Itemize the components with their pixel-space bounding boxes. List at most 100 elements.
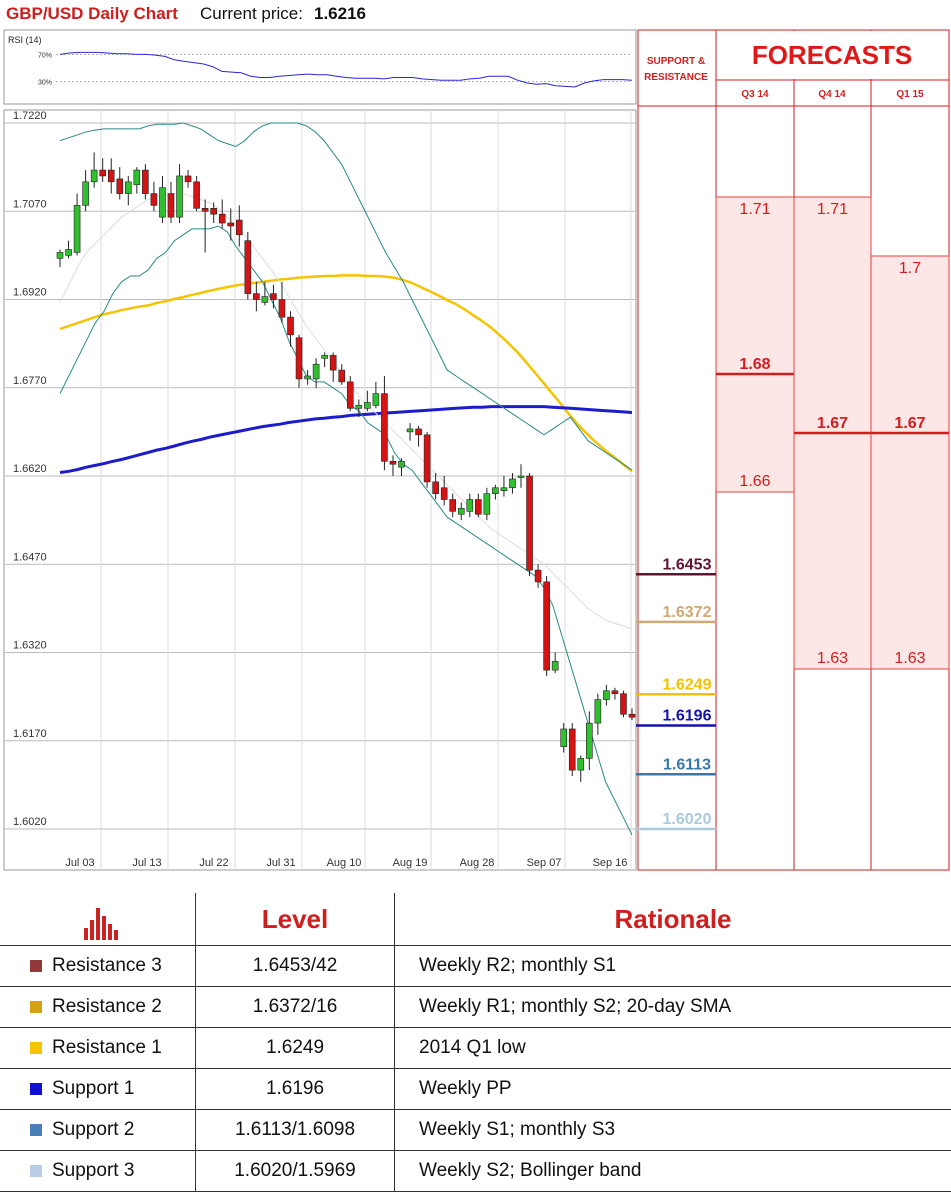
candle <box>611 687 619 700</box>
candle-body <box>449 499 457 512</box>
candle <box>620 690 627 718</box>
forecast-q4-14: 1.71 1.67 1.63 <box>793 196 872 670</box>
candle <box>406 423 414 441</box>
price-tick-label: 1.7070 <box>13 198 47 210</box>
price-tick-label: 1.6920 <box>13 287 47 299</box>
table-row: Resistance 2 1.6372/16 Weekly R1; monthly … <box>0 986 951 1028</box>
level-name: Resistance 2 <box>52 995 162 1017</box>
candle <box>543 576 550 677</box>
rsi-panel <box>3 29 637 105</box>
table-row: Resistance 1 1.6249 2014 Q1 low <box>0 1027 951 1069</box>
candle <box>603 684 610 706</box>
forecast-low-label: 1.63 <box>817 650 848 667</box>
candle <box>253 281 260 312</box>
sr-level-label: 1.6372 <box>663 604 712 621</box>
level-header: Level <box>195 893 395 946</box>
candle-body <box>543 581 550 671</box>
candle <box>150 181 158 212</box>
sr-header-line1: SUPPORT & <box>647 56 705 67</box>
candle-body <box>210 208 217 215</box>
table-row: Support 1 1.6196 Weekly PP <box>0 1068 951 1110</box>
candle <box>372 381 380 409</box>
levels-table-section: Level Rationale Resistance 3 1.6453/42 Wee… <box>0 870 951 1193</box>
candle-body <box>227 222 235 227</box>
candle <box>287 311 294 347</box>
candle-body <box>321 355 328 359</box>
date-tick-label: Jul 31 <box>266 857 295 869</box>
candle <box>218 199 226 229</box>
rsi-level-label: 30% <box>38 80 52 87</box>
candle-body <box>457 508 465 515</box>
candle <box>594 693 602 735</box>
candle <box>517 464 525 488</box>
price-tick-label: 1.6020 <box>13 816 47 828</box>
candle <box>295 334 303 388</box>
level-color-swatch <box>30 1041 42 1054</box>
current-price-label: Current price: <box>200 4 303 23</box>
level-value: 1.6249 <box>195 1027 395 1069</box>
candle-body <box>56 252 64 259</box>
candle-body <box>218 213 226 224</box>
candle-body <box>99 169 106 177</box>
candle-body <box>492 487 499 494</box>
forecast-q1-15: 1.7 1.67 1.63 <box>870 255 950 670</box>
date-tick-label: Aug 10 <box>327 857 362 869</box>
candle-body <box>244 240 252 294</box>
level-name: Resistance 3 <box>52 954 162 976</box>
candle <box>142 164 149 200</box>
candle-body <box>73 205 81 253</box>
forecast-title-bg <box>717 31 948 79</box>
candle-body <box>389 460 397 465</box>
chart-header: GBP/USD Daily Chart Current price: 1.621… <box>0 0 636 28</box>
level-rationale: Weekly R2; monthly S1 <box>394 945 951 987</box>
candle-body <box>500 487 508 492</box>
forecast-column-header: Q4 14 <box>818 89 846 100</box>
candle-body <box>201 208 209 212</box>
date-tick-label: Jul 13 <box>132 857 161 869</box>
candle <box>201 199 209 253</box>
candle-body <box>176 175 183 218</box>
level-color-swatch <box>30 1000 42 1013</box>
candle-body <box>261 296 269 303</box>
price-panel <box>3 109 637 871</box>
candle <box>193 175 200 212</box>
date-tick-label: Aug 19 <box>393 857 428 869</box>
candle <box>475 493 482 518</box>
candle <box>389 455 397 476</box>
candle-body <box>235 219 243 236</box>
sr-level-label: 1.6020 <box>663 811 712 828</box>
forecast-q3-14: 1.71 1.68 1.66 <box>715 196 795 493</box>
candle <box>560 723 568 753</box>
level-value: 1.6113/1.6098 <box>195 1109 395 1151</box>
rationale-header: Rationale <box>394 893 951 946</box>
candle-body <box>586 722 593 759</box>
candle <box>355 399 363 418</box>
level-value: 1.6372/16 <box>195 986 395 1028</box>
candle-body <box>372 393 380 406</box>
level-name: Support 1 <box>52 1077 135 1099</box>
candle <box>56 249 64 268</box>
candle <box>99 158 106 182</box>
candle-body <box>381 393 388 462</box>
candle-body <box>150 193 158 206</box>
candle <box>346 375 354 412</box>
sr-level-label: 1.6453 <box>663 556 712 573</box>
candle <box>82 170 89 212</box>
candle-body <box>577 758 585 771</box>
candle-body <box>82 181 89 206</box>
candle <box>116 167 124 200</box>
date-tick-label: Sep 07 <box>527 857 562 869</box>
candle <box>577 755 585 782</box>
candle-body <box>304 375 311 380</box>
candle <box>483 487 491 521</box>
candle-body <box>278 299 286 318</box>
candle-body <box>628 713 636 718</box>
candle-body <box>142 169 149 194</box>
price-tick-label: 1.6620 <box>13 463 47 475</box>
candle-body <box>193 181 200 209</box>
candle <box>364 390 371 412</box>
candle-body <box>611 690 619 694</box>
rsi-label: RSI (14) <box>8 35 42 45</box>
candle <box>628 708 636 721</box>
forecast-range <box>870 255 950 670</box>
